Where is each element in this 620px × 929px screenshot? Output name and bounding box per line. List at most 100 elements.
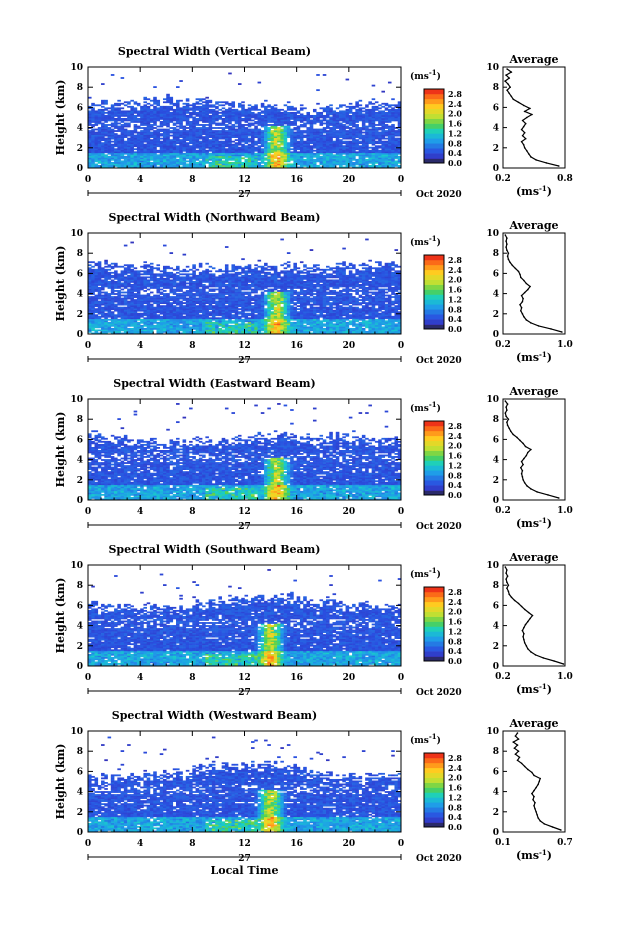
colorbar-segment bbox=[424, 465, 444, 470]
profile-line bbox=[505, 567, 563, 664]
profile-y-tick-label: 10 bbox=[486, 63, 499, 73]
colorbar-segment bbox=[424, 143, 444, 148]
colorbar-segment bbox=[424, 792, 444, 797]
profile-point bbox=[526, 117, 528, 119]
y-tick-label: 10 bbox=[70, 561, 83, 571]
profile-point bbox=[519, 440, 521, 442]
colorbar-segment bbox=[424, 587, 444, 592]
profile-point bbox=[507, 425, 509, 427]
profile-point bbox=[522, 443, 524, 445]
colorbar-segment bbox=[424, 124, 444, 129]
panel-title: Spectral Width (Vertical Beam) bbox=[118, 45, 311, 58]
profile-y-tick-label: 4 bbox=[493, 290, 499, 300]
profile-point bbox=[506, 89, 508, 91]
colorbar-tick-label: 2.4 bbox=[448, 431, 462, 441]
colorbar-tick-label: 1.6 bbox=[448, 783, 462, 793]
profile-y-tick-label: 6 bbox=[493, 767, 499, 777]
profile-point bbox=[525, 446, 527, 448]
profile-x-label: (ms-1) bbox=[516, 350, 552, 364]
colorbar-segment bbox=[424, 768, 444, 773]
y-tick-label: 6 bbox=[77, 601, 83, 611]
profile-point bbox=[508, 93, 510, 95]
heatmap-field bbox=[88, 737, 401, 833]
profile-frame bbox=[503, 565, 565, 666]
colorbar-segment bbox=[424, 441, 444, 446]
colorbar-segment bbox=[424, 290, 444, 295]
profile-point bbox=[526, 485, 528, 487]
colorbar-bottom bbox=[424, 159, 444, 163]
profile-y-tick-label: 0 bbox=[493, 828, 499, 838]
profile-x-label: (ms-1) bbox=[516, 848, 552, 862]
profile-y-tick-label: 8 bbox=[493, 747, 499, 757]
y-tick-label: 10 bbox=[70, 395, 83, 405]
profile-point bbox=[526, 319, 528, 321]
heatmap-field bbox=[88, 239, 401, 335]
profile-point bbox=[523, 633, 525, 635]
colorbar-tick-label: 2.8 bbox=[448, 89, 462, 99]
y-axis-label: Height (km) bbox=[54, 412, 67, 488]
profile-title: Average bbox=[508, 717, 558, 730]
month-label: Oct 2020 bbox=[416, 688, 462, 698]
profile-point bbox=[523, 126, 525, 128]
profile-point bbox=[506, 581, 508, 583]
x-tick-label: 8 bbox=[189, 507, 195, 517]
profile-y-tick-label: 10 bbox=[486, 395, 499, 405]
profile-point bbox=[537, 784, 539, 786]
colorbar-tick-label: 2.0 bbox=[448, 275, 462, 285]
profile-point bbox=[553, 660, 555, 662]
y-tick-label: 4 bbox=[77, 788, 83, 798]
colorbar-tick-label: 0.8 bbox=[448, 636, 462, 646]
profile-point bbox=[530, 488, 532, 490]
colorbar-tick-label: 1.6 bbox=[448, 451, 462, 461]
profile-point bbox=[518, 102, 520, 104]
colorbar-tick-label: 0.8 bbox=[448, 138, 462, 148]
colorbar-segment bbox=[424, 285, 444, 290]
colorbar-tick-label: 1.2 bbox=[448, 792, 462, 802]
colorbar-tick-label: 0.0 bbox=[448, 158, 462, 168]
profile-point bbox=[522, 464, 524, 466]
colorbar-segment bbox=[424, 802, 444, 807]
profile-y-tick-label: 10 bbox=[486, 561, 499, 571]
colorbar-segment bbox=[424, 114, 444, 119]
profile-point bbox=[508, 77, 510, 79]
profile-point bbox=[521, 763, 523, 765]
x-tick-label: 0 bbox=[398, 507, 404, 517]
colorbar-tick-label: 0.0 bbox=[448, 324, 462, 334]
profile-point bbox=[517, 732, 519, 734]
profile-point bbox=[524, 642, 526, 644]
profile-y-tick-label: 10 bbox=[486, 229, 499, 239]
profile-frame bbox=[503, 67, 565, 168]
y-tick-label: 8 bbox=[77, 581, 83, 591]
profile-point bbox=[522, 479, 524, 481]
colorbar-segment bbox=[424, 148, 444, 153]
day-label: 27 bbox=[238, 356, 251, 366]
panel-title: Spectral Width (Westward Beam) bbox=[112, 709, 317, 722]
x-tick-label: 12 bbox=[238, 175, 251, 185]
profile-point bbox=[511, 597, 513, 599]
profile-point bbox=[523, 105, 525, 107]
colorbar: 0.00.40.81.21.62.02.42.8 bbox=[424, 255, 462, 334]
colorbar-tick-label: 2.8 bbox=[448, 421, 462, 431]
profile-point bbox=[514, 747, 516, 749]
colorbar-tick-label: 1.6 bbox=[448, 617, 462, 627]
y-tick-label: 0 bbox=[77, 828, 83, 838]
colorbar-tick-label: 0.8 bbox=[448, 304, 462, 314]
profile-point bbox=[515, 735, 517, 737]
y-tick-label: 10 bbox=[70, 63, 83, 73]
profile-point bbox=[520, 277, 522, 279]
profile-y-tick-label: 8 bbox=[493, 415, 499, 425]
colorbar-tick-label: 1.2 bbox=[448, 128, 462, 138]
colorbar-tick-label: 1.2 bbox=[448, 626, 462, 636]
profile-point bbox=[513, 99, 515, 101]
colorbar-tick-label: 0.4 bbox=[448, 812, 462, 822]
profile-y-tick-label: 6 bbox=[493, 601, 499, 611]
colorbar-segment bbox=[424, 470, 444, 475]
profile-x-tick-label: 1.0 bbox=[557, 672, 573, 682]
profile-point bbox=[507, 255, 509, 257]
profile-point bbox=[539, 778, 541, 780]
month-label: Oct 2020 bbox=[416, 854, 462, 864]
profile-point bbox=[506, 249, 508, 251]
colorbar-segment bbox=[424, 758, 444, 763]
colorbar-segment bbox=[424, 119, 444, 124]
colorbar-segment bbox=[424, 446, 444, 451]
